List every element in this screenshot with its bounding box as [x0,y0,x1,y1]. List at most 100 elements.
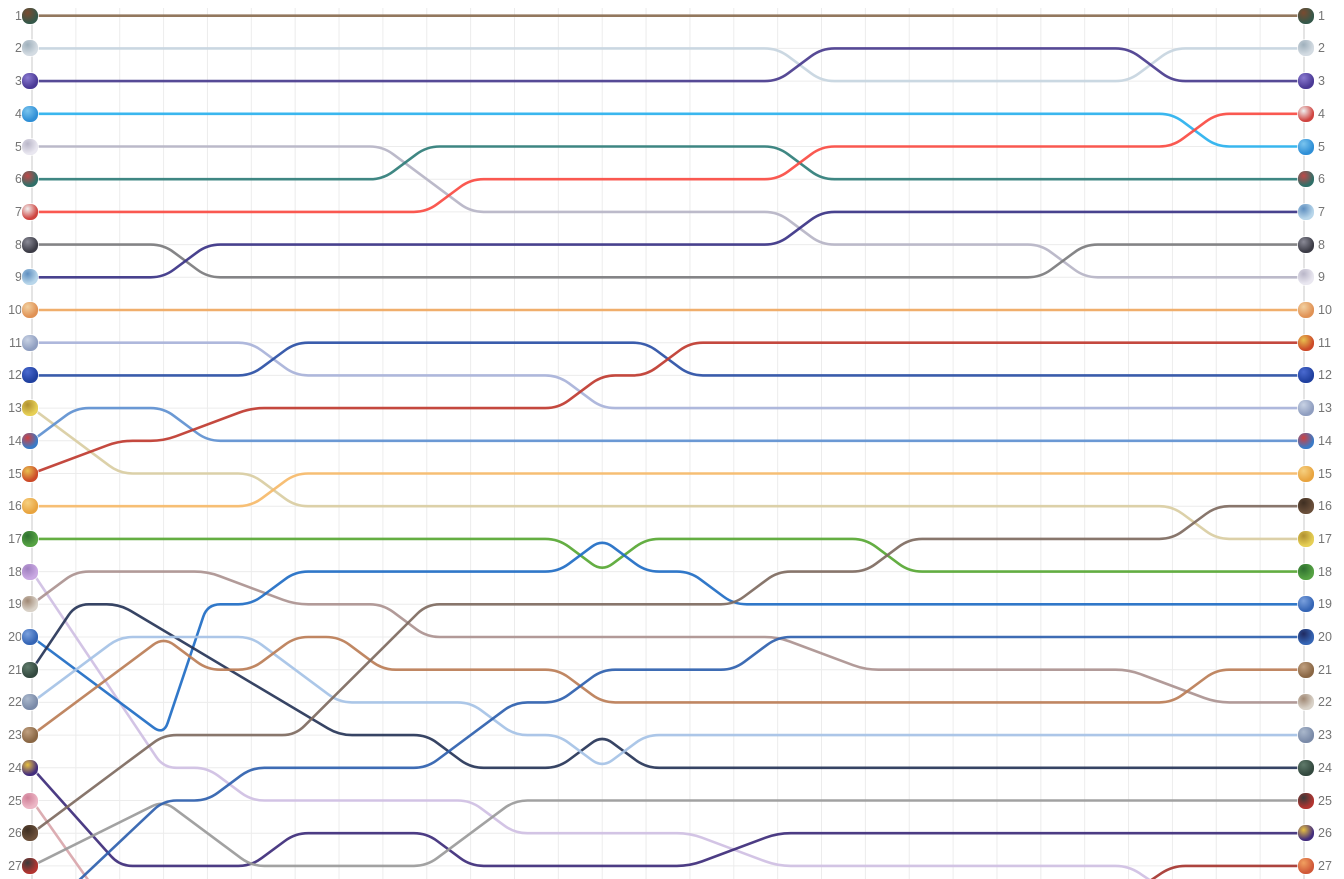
pokemon-sprite-right-16[interactable] [1298,498,1314,515]
pokemon-sprite-left-9[interactable] [22,269,38,286]
pokemon-sprite-right-6[interactable] [1298,171,1314,188]
rank-line-p04[interactable] [30,112,1306,148]
left-rank-label-13: 13 [8,401,22,416]
left-rank-label-9: 9 [15,270,22,285]
pokemon-sprite-left-25[interactable] [22,792,38,809]
rank-line-p08[interactable] [30,243,1306,279]
rank-line-p15[interactable] [30,341,1306,475]
left-rank-label-11: 11 [9,335,22,350]
right-rank-label-11: 11 [1318,335,1331,350]
left-rank-label-26: 26 [8,826,22,841]
pokemon-sprite-right-14[interactable] [1298,432,1314,449]
pokemon-sprite-left-12[interactable] [22,367,38,384]
pokemon-sprite-right-15[interactable] [1298,465,1314,482]
right-rank-label-24: 24 [1318,760,1332,775]
right-rank-label-9: 9 [1318,270,1325,285]
pokemon-sprite-left-17[interactable] [22,530,38,547]
pokemon-sprite-left-3[interactable] [22,73,38,90]
rank-line-p11[interactable] [30,341,1306,410]
pokemon-sprite-right-26[interactable] [1298,825,1314,842]
pokemon-sprite-right-23[interactable] [1298,727,1314,744]
rank-line-p23[interactable] [30,635,1306,737]
rank-line-p12[interactable] [30,341,1306,377]
left-rank-label-21: 21 [8,662,22,677]
right-rank-label-6: 6 [1318,172,1325,187]
pokemon-sprite-left-14[interactable] [22,432,38,449]
left-rank-label-20: 20 [8,630,22,644]
rank-line-p07[interactable] [30,112,1306,214]
pokemon-sprite-left-20[interactable] [22,629,38,645]
rank-line-p28[interactable] [32,635,1306,879]
rank-line-p13[interactable] [30,406,1306,541]
pokemon-sprite-right-5[interactable] [1298,138,1314,155]
right-rank-label-4: 4 [1318,106,1325,121]
rank-line-p21[interactable] [30,603,1306,770]
left-rank-label-4: 4 [15,106,22,121]
pokemon-sprite-right-25[interactable] [1298,792,1314,809]
pokemon-sprite-left-2[interactable] [22,40,38,57]
pokemon-sprite-right-8[interactable] [1298,236,1314,253]
pokemon-sprite-left-23[interactable] [22,727,38,744]
pokemon-sprite-right-21[interactable] [1298,661,1314,678]
pokemon-sprite-right-2[interactable] [1298,40,1314,57]
rank-line-p24[interactable] [30,766,1306,868]
rank-line-p17[interactable] [30,537,1306,573]
pokemon-sprite-right-19[interactable] [1298,596,1314,613]
pokemon-sprite-right-12[interactable] [1298,367,1314,384]
pokemon-sprite-right-17[interactable] [1298,530,1314,547]
left-rank-label-7: 7 [15,204,22,219]
right-rank-label-12: 12 [1318,368,1332,383]
rank-line-p02[interactable] [30,47,1306,83]
pokemon-sprite-left-15[interactable] [22,465,38,482]
pokemon-sprite-right-3[interactable] [1298,73,1314,90]
left-rank-label-25: 25 [8,793,22,808]
pokemon-sprite-left-21[interactable] [22,661,38,678]
rank-line-p09[interactable] [30,210,1306,279]
rank-line-p03[interactable] [30,47,1306,83]
right-rank-label-27: 27 [1318,858,1332,873]
pokemon-sprite-left-27[interactable] [22,857,38,874]
pokemon-sprite-right-27[interactable] [1298,857,1314,874]
rank-line-p20[interactable] [30,541,1306,732]
pokemon-sprite-left-24[interactable] [22,759,38,776]
left-rank-label-22: 22 [8,695,22,710]
pokemon-sprite-left-26[interactable] [22,825,38,842]
pokemon-sprite-right-13[interactable] [1298,400,1314,417]
pokemon-sprite-left-11[interactable] [22,334,38,351]
pokemon-sprite-right-20[interactable] [1298,629,1314,645]
pokemon-sprite-right-18[interactable] [1298,563,1314,580]
rank-line-p22[interactable] [30,635,1306,766]
pokemon-sprite-right-1[interactable] [1298,7,1314,24]
right-rank-label-10: 10 [1318,303,1332,317]
left-rank-label-10: 10 [8,303,22,317]
pokemon-sprite-left-6[interactable] [22,171,38,188]
rank-line-p16[interactable] [30,472,1306,508]
pokemon-sprite-right-22[interactable] [1298,694,1314,711]
pokemon-sprite-left-8[interactable] [22,236,38,253]
pokemon-sprite-left-10[interactable] [22,302,38,318]
pokemon-sprite-right-24[interactable] [1298,759,1314,776]
pokemon-sprite-left-7[interactable] [22,203,38,220]
pokemon-sprite-left-16[interactable] [22,498,38,515]
rank-line-p06[interactable] [30,145,1306,181]
pokemon-sprite-left-1[interactable] [22,7,38,24]
rank-line-p26[interactable] [30,504,1306,835]
pokemon-sprite-right-7[interactable] [1298,203,1314,220]
left-rank-label-15: 15 [8,466,22,481]
pokemon-sprite-right-11[interactable] [1298,334,1314,351]
pokemon-sprite-left-18[interactable] [22,563,38,580]
pokemon-sprite-left-13[interactable] [22,400,38,417]
right-rank-label-15: 15 [1318,466,1332,481]
left-rank-label-8: 8 [15,237,22,252]
rank-line-p19[interactable] [30,570,1306,704]
pokemon-sprite-right-10[interactable] [1298,302,1314,318]
pokemon-sprite-left-22[interactable] [22,694,38,711]
pokemon-sprite-right-9[interactable] [1298,269,1314,286]
rank-line-p29[interactable] [32,864,1306,879]
rank-line-p14[interactable] [30,406,1306,443]
pokemon-sprite-right-4[interactable] [1298,105,1314,122]
pokemon-sprite-left-5[interactable] [22,138,38,155]
rank-line-p27[interactable] [30,799,1306,868]
pokemon-sprite-left-19[interactable] [22,596,38,613]
pokemon-sprite-left-4[interactable] [22,105,38,122]
